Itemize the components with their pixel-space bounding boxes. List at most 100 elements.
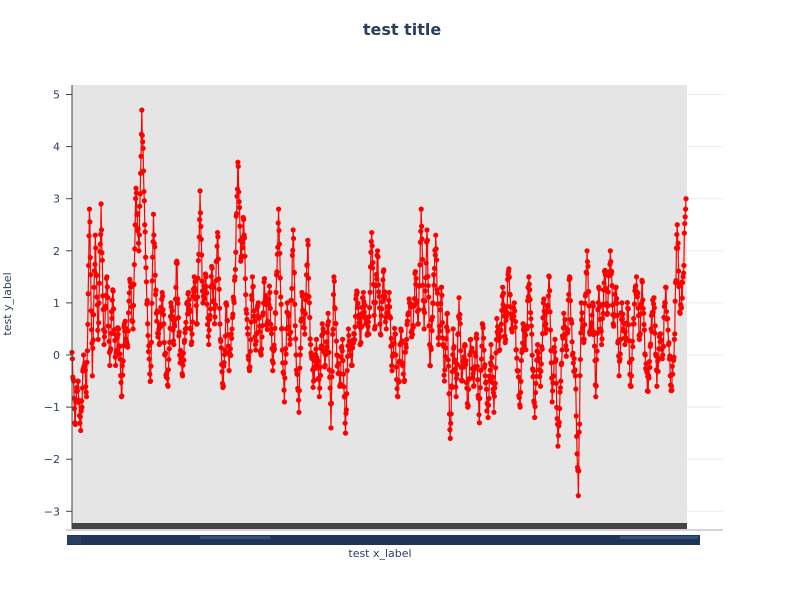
data-point bbox=[344, 391, 350, 397]
data-point bbox=[475, 377, 481, 383]
data-point bbox=[441, 378, 448, 384]
data-point bbox=[619, 316, 626, 322]
data-point bbox=[589, 312, 595, 318]
data-point bbox=[226, 368, 232, 374]
data-point bbox=[463, 362, 469, 368]
data-point bbox=[326, 349, 332, 356]
data-point bbox=[511, 300, 517, 306]
data-point bbox=[283, 346, 289, 352]
data-point bbox=[361, 298, 367, 305]
data-point bbox=[444, 310, 450, 316]
data-point bbox=[285, 324, 292, 330]
data-point bbox=[305, 242, 311, 248]
data-point bbox=[120, 372, 126, 378]
data-point bbox=[485, 414, 491, 421]
data-point bbox=[515, 368, 521, 374]
data-point bbox=[628, 383, 634, 390]
data-point bbox=[628, 373, 635, 379]
data-point bbox=[315, 358, 321, 364]
data-point bbox=[412, 269, 418, 275]
data-point bbox=[416, 307, 422, 313]
data-point bbox=[528, 323, 534, 329]
data-point bbox=[645, 388, 651, 395]
data-point bbox=[198, 223, 204, 230]
data-point bbox=[422, 298, 428, 304]
data-point bbox=[287, 341, 293, 347]
data-point bbox=[461, 354, 467, 360]
data-point bbox=[296, 387, 302, 394]
data-point bbox=[282, 375, 288, 381]
data-point bbox=[120, 358, 126, 364]
data-point bbox=[279, 325, 285, 332]
data-point bbox=[259, 322, 265, 329]
data-point bbox=[77, 414, 83, 420]
data-point bbox=[352, 324, 358, 330]
data-point bbox=[323, 339, 330, 345]
data-point bbox=[175, 300, 181, 306]
data-point bbox=[578, 300, 584, 306]
data-point bbox=[474, 335, 480, 342]
data-point bbox=[328, 425, 334, 431]
data-point bbox=[95, 336, 101, 342]
data-point bbox=[418, 228, 424, 234]
data-point bbox=[476, 420, 482, 426]
data-point bbox=[491, 409, 497, 415]
data-point bbox=[93, 245, 99, 251]
data-point bbox=[209, 265, 215, 271]
data-point bbox=[504, 309, 510, 315]
data-point bbox=[216, 305, 223, 311]
data-point bbox=[517, 404, 523, 410]
data-point bbox=[298, 345, 304, 351]
data-point bbox=[515, 374, 522, 380]
data-point bbox=[308, 341, 314, 348]
data-point bbox=[565, 326, 571, 333]
data-point bbox=[349, 362, 355, 369]
data-point bbox=[244, 316, 250, 322]
data-point bbox=[229, 335, 235, 341]
data-point bbox=[260, 310, 266, 316]
data-point bbox=[631, 301, 638, 307]
data-point bbox=[629, 338, 635, 344]
data-point bbox=[248, 292, 255, 299]
data-point bbox=[603, 285, 609, 291]
data-point bbox=[396, 379, 402, 385]
data-point bbox=[89, 373, 95, 379]
data-point bbox=[672, 331, 678, 337]
data-point bbox=[96, 320, 102, 326]
data-point bbox=[465, 386, 472, 392]
data-point bbox=[105, 323, 112, 329]
data-point bbox=[351, 331, 357, 337]
data-point bbox=[432, 252, 438, 258]
data-point bbox=[331, 274, 337, 280]
data-point bbox=[537, 373, 543, 380]
data-point bbox=[622, 329, 628, 335]
data-point bbox=[342, 420, 348, 426]
data-point bbox=[204, 290, 210, 296]
data-point bbox=[149, 300, 155, 306]
data-point bbox=[313, 336, 320, 342]
data-point bbox=[553, 380, 559, 387]
data-point bbox=[442, 367, 448, 373]
data-point bbox=[179, 373, 186, 379]
data-point bbox=[183, 319, 189, 325]
data-point bbox=[211, 321, 218, 327]
data-point bbox=[429, 314, 436, 320]
data-point bbox=[382, 319, 389, 325]
data-point bbox=[631, 321, 637, 327]
data-point bbox=[441, 372, 447, 378]
data-point bbox=[109, 297, 115, 303]
data-point bbox=[229, 326, 235, 332]
data-point bbox=[134, 210, 140, 217]
data-point bbox=[165, 367, 172, 373]
data-point bbox=[290, 247, 296, 253]
data-point bbox=[572, 373, 579, 379]
data-point bbox=[665, 316, 671, 322]
data-point bbox=[133, 195, 139, 202]
data-point bbox=[680, 279, 686, 286]
data-point bbox=[98, 227, 105, 233]
data-point bbox=[133, 185, 139, 191]
data-point bbox=[650, 301, 657, 307]
data-point bbox=[437, 328, 443, 334]
data-point bbox=[192, 279, 198, 285]
data-point bbox=[289, 252, 295, 258]
